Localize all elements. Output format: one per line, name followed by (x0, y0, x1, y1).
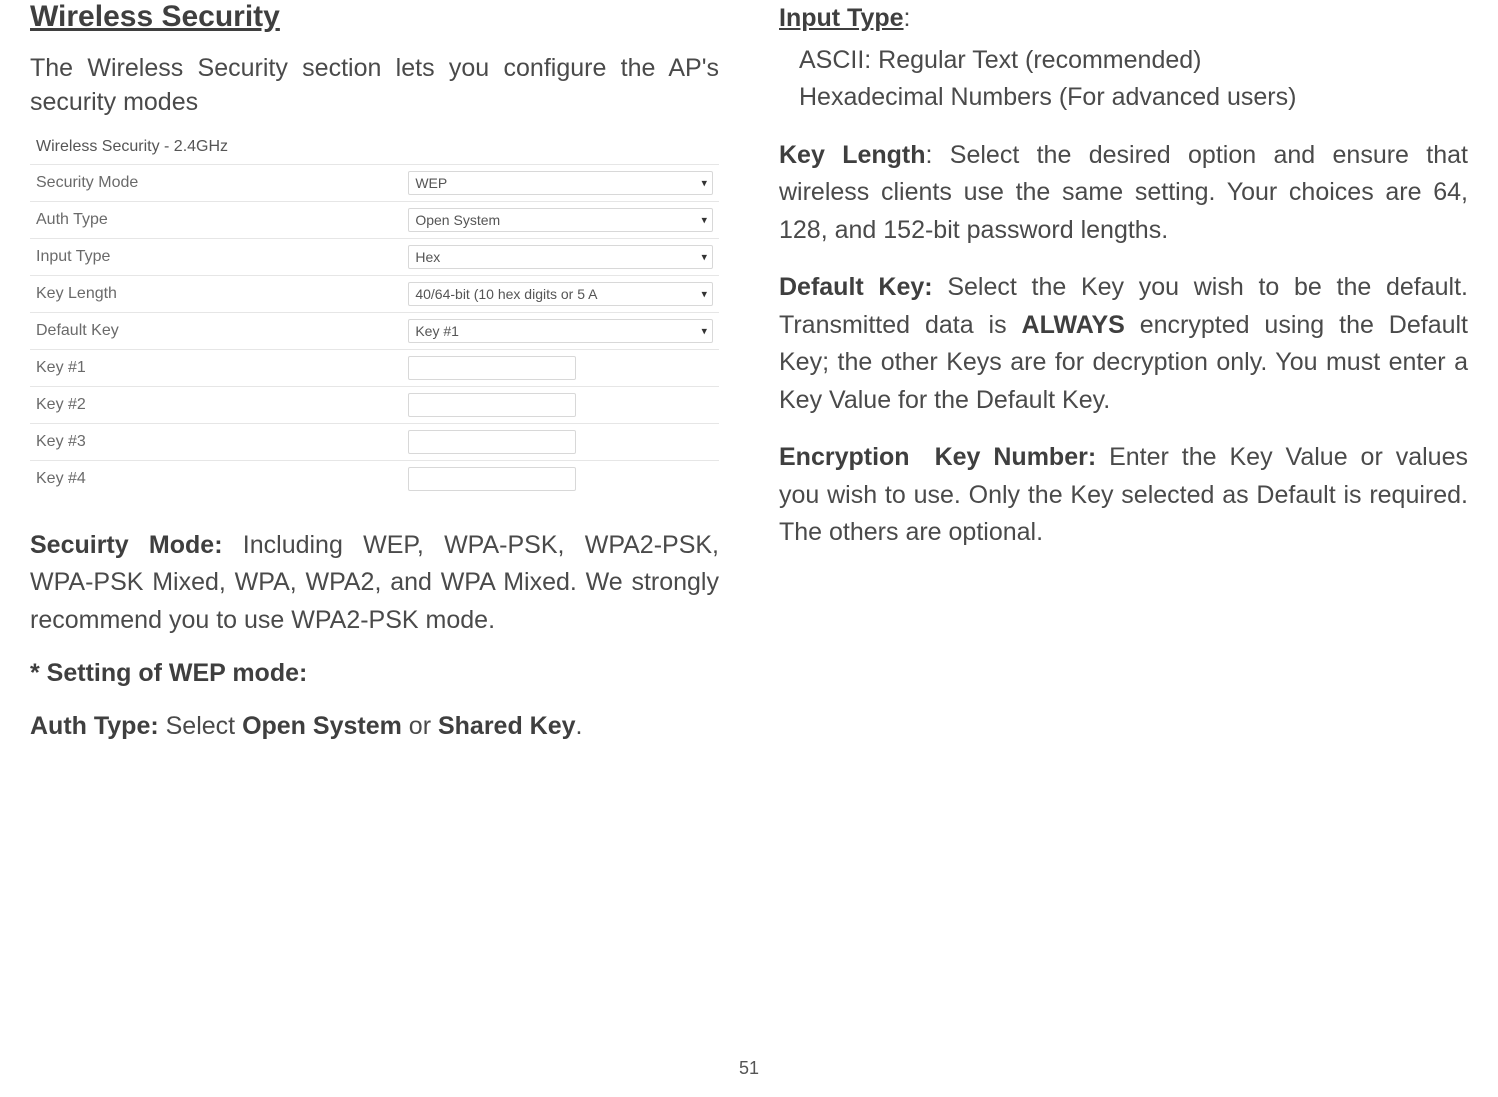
input-type-options: ASCII: Regular Text (recommended) Hexade… (779, 42, 1468, 117)
label-security-mode-bold: Secuirty Mode: (30, 531, 223, 559)
select-input-type[interactable] (408, 245, 713, 269)
label-key1: Key #1 (36, 359, 408, 377)
row-auth-type: Auth Type (30, 201, 719, 238)
label-key4: Key #4 (36, 470, 408, 488)
para-auth-type: Auth Type: Select Open System or Shared … (30, 708, 719, 746)
para-security-mode: Secuirty Mode: Including WEP, WPA-PSK, W… (30, 527, 719, 640)
heading-text: Wireless Security (30, 0, 280, 33)
select-security-mode[interactable] (408, 171, 713, 195)
input-key2[interactable] (408, 393, 576, 417)
text-open-system: Open System (242, 712, 402, 740)
input-key4[interactable] (408, 467, 576, 491)
left-column: Wireless Security The Wireless Security … (30, 0, 719, 766)
select-key-length[interactable] (408, 282, 713, 306)
label-key3: Key #3 (36, 433, 408, 451)
option-ascii: ASCII: Regular Text (recommended) (799, 42, 1468, 80)
label-security-mode: Security Mode (36, 174, 408, 192)
label-encryption-bold: Encryption Key Number: (779, 443, 1096, 471)
page-number: 51 (0, 1058, 1498, 1079)
text-period: . (576, 712, 583, 740)
config-section-title: Wireless Security - 2.4GHz (30, 130, 719, 164)
text-always: ALWAYS (1022, 311, 1125, 339)
colon: : (904, 4, 911, 32)
input-key1[interactable] (408, 356, 576, 380)
label-auth-type-bold: Auth Type: (30, 712, 159, 740)
row-key-length: Key Length (30, 275, 719, 312)
subhead-wep-mode: * Setting of WEP mode: (30, 659, 719, 688)
select-default-key[interactable] (408, 319, 713, 343)
row-key1: Key #1 (30, 349, 719, 386)
label-input-type: Input Type (36, 248, 408, 266)
text-select: Select (159, 712, 242, 740)
label-key2: Key #2 (36, 396, 408, 414)
label-key-length-bold: Key Length (779, 141, 926, 169)
right-column: Input Type: ASCII: Regular Text (recomme… (779, 0, 1468, 766)
wireless-security-config-table: Wireless Security - 2.4GHz Security Mode… (30, 130, 719, 497)
row-input-type: Input Type (30, 238, 719, 275)
select-auth-type[interactable] (408, 208, 713, 232)
para-default-key: Default Key: Select the Key you wish to … (779, 269, 1468, 419)
row-security-mode: Security Mode (30, 164, 719, 201)
para-input-type-header: Input Type: (779, 0, 1468, 38)
text-shared-key: Shared Key (438, 712, 576, 740)
input-key3[interactable] (408, 430, 576, 454)
row-default-key: Default Key (30, 312, 719, 349)
row-key4: Key #4 (30, 460, 719, 497)
row-key3: Key #3 (30, 423, 719, 460)
intro-text: The Wireless Security section lets you c… (30, 52, 719, 120)
option-hex: Hexadecimal Numbers (For advanced users) (799, 79, 1468, 117)
text-or: or (402, 712, 438, 740)
row-key2: Key #2 (30, 386, 719, 423)
label-auth-type: Auth Type (36, 211, 408, 229)
label-input-type-underline: Input Type (779, 4, 904, 32)
page-title: Wireless Security (30, 0, 719, 34)
label-default-key-bold: Default Key: (779, 273, 933, 301)
label-default-key: Default Key (36, 322, 408, 340)
para-key-length: Key Length: Select the desired option an… (779, 137, 1468, 250)
para-encryption: Encryption Key Number: Enter the Key Val… (779, 439, 1468, 552)
label-key-length: Key Length (36, 285, 408, 303)
